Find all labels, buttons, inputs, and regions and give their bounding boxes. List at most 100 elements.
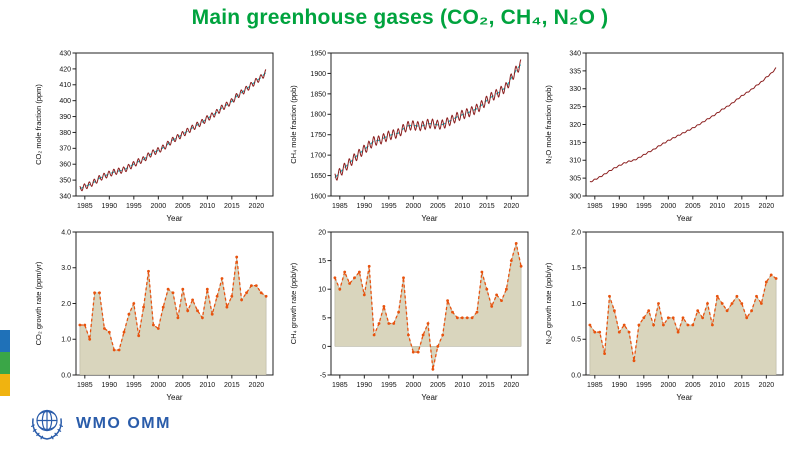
svg-text:0: 0 xyxy=(322,344,326,351)
svg-text:2015: 2015 xyxy=(479,203,495,210)
accent-segment-yellow xyxy=(0,374,10,396)
svg-text:430: 430 xyxy=(59,50,71,57)
svg-text:1990: 1990 xyxy=(612,382,628,389)
svg-text:1995: 1995 xyxy=(126,203,142,210)
svg-text:CO₂ growth rate (ppm/yr): CO₂ growth rate (ppm/yr) xyxy=(34,261,43,345)
svg-text:1900: 1900 xyxy=(310,71,326,78)
svg-text:CO₂ mole fraction (ppm): CO₂ mole fraction (ppm) xyxy=(34,84,43,165)
svg-text:1990: 1990 xyxy=(612,203,628,210)
svg-text:1650: 1650 xyxy=(310,173,326,180)
svg-text:400: 400 xyxy=(59,98,71,105)
svg-text:-5: -5 xyxy=(320,372,326,379)
svg-text:350: 350 xyxy=(59,178,71,185)
svg-text:1800: 1800 xyxy=(310,112,326,119)
svg-text:1850: 1850 xyxy=(310,91,326,98)
svg-text:2005: 2005 xyxy=(430,382,446,389)
svg-text:2005: 2005 xyxy=(175,203,191,210)
footer: WMO OMM xyxy=(26,403,171,445)
svg-text:1.0: 1.0 xyxy=(61,337,71,344)
svg-text:420: 420 xyxy=(59,66,71,73)
svg-text:1985: 1985 xyxy=(587,382,603,389)
svg-text:380: 380 xyxy=(59,130,71,137)
page-title: Main greenhouse gases (CO₂, CH₄, N₂O ) xyxy=(191,6,609,29)
svg-text:2000: 2000 xyxy=(406,203,422,210)
svg-text:2000: 2000 xyxy=(406,382,422,389)
svg-text:1995: 1995 xyxy=(381,382,397,389)
svg-text:1995: 1995 xyxy=(636,203,652,210)
svg-text:0.0: 0.0 xyxy=(571,372,581,379)
svg-text:2020: 2020 xyxy=(249,382,265,389)
svg-text:2010: 2010 xyxy=(455,382,471,389)
svg-text:2020: 2020 xyxy=(504,203,520,210)
svg-text:2015: 2015 xyxy=(224,382,240,389)
svg-text:2015: 2015 xyxy=(224,203,240,210)
svg-text:2005: 2005 xyxy=(685,203,701,210)
svg-text:360: 360 xyxy=(59,162,71,169)
svg-text:2000: 2000 xyxy=(661,382,677,389)
svg-text:1985: 1985 xyxy=(77,382,93,389)
svg-text:1995: 1995 xyxy=(126,382,142,389)
svg-text:2.0: 2.0 xyxy=(61,301,71,308)
svg-text:1600: 1600 xyxy=(310,193,326,200)
svg-text:1985: 1985 xyxy=(332,203,348,210)
svg-text:10: 10 xyxy=(318,287,326,294)
svg-text:0.5: 0.5 xyxy=(571,337,581,344)
svg-text:330: 330 xyxy=(569,86,581,93)
svg-text:1990: 1990 xyxy=(357,382,373,389)
svg-text:Year: Year xyxy=(421,214,438,223)
svg-text:4.0: 4.0 xyxy=(61,229,71,236)
svg-text:Year: Year xyxy=(166,214,183,223)
svg-text:300: 300 xyxy=(569,193,581,200)
svg-text:2010: 2010 xyxy=(200,203,216,210)
chart-ch4-growth-rate: 1985 1990 1995 2000 2005 2010 2015 2020 -5 0 5 10 15… xyxy=(285,225,538,403)
ch4-mole-fraction-plot: 1985 1990 1995 2000 2005 2010 2015 2020 1600 1650… xyxy=(289,50,529,223)
wmo-logo-text: WMO OMM xyxy=(76,415,171,432)
svg-text:3.0: 3.0 xyxy=(61,265,71,272)
svg-text:1990: 1990 xyxy=(102,203,118,210)
svg-text:310: 310 xyxy=(569,158,581,165)
accent-bar xyxy=(0,330,10,396)
svg-text:Year: Year xyxy=(676,214,693,223)
accent-segment-green xyxy=(0,352,10,374)
svg-text:1995: 1995 xyxy=(636,382,652,389)
svg-text:5: 5 xyxy=(322,315,326,322)
svg-text:340: 340 xyxy=(569,50,581,57)
svg-text:Year: Year xyxy=(166,393,183,402)
svg-text:1985: 1985 xyxy=(332,382,348,389)
ch4-growth-rate-plot: 1985 1990 1995 2000 2005 2010 2015 2020 -5 0 5 10 15… xyxy=(289,229,529,402)
chart-co2-mole-fraction: 1985 1990 1995 2000 2005 2010 2015 2020 340 350 36… xyxy=(30,46,283,224)
svg-text:2000: 2000 xyxy=(151,382,167,389)
svg-text:1.0: 1.0 xyxy=(571,301,581,308)
svg-text:2005: 2005 xyxy=(430,203,446,210)
accent-segment-blue xyxy=(0,330,10,352)
svg-text:2010: 2010 xyxy=(455,203,471,210)
svg-text:1990: 1990 xyxy=(102,382,118,389)
svg-text:1750: 1750 xyxy=(310,132,326,139)
n2o-growth-rate-plot: 1985 1990 1995 2000 2005 2010 2015 2020 0.0 0.5 1.… xyxy=(544,229,784,402)
svg-text:0.0: 0.0 xyxy=(61,372,71,379)
svg-text:2005: 2005 xyxy=(685,382,701,389)
svg-text:320: 320 xyxy=(569,122,581,129)
svg-text:CH₄ mole fraction (ppb): CH₄ mole fraction (ppb) xyxy=(289,85,298,164)
wmo-logo-icon xyxy=(31,409,63,440)
charts-grid: 1985 1990 1995 2000 2005 2010 2015 2020 340 350 36… xyxy=(30,46,793,403)
svg-text:15: 15 xyxy=(318,258,326,265)
svg-text:2010: 2010 xyxy=(710,382,726,389)
svg-text:20: 20 xyxy=(318,229,326,236)
svg-text:2015: 2015 xyxy=(479,382,495,389)
chart-n2o-growth-rate: 1985 1990 1995 2000 2005 2010 2015 2020 0.0 0.5 1.… xyxy=(540,225,793,403)
co2-growth-rate-plot: 1985 1990 1995 2000 2005 2010 2015 2020 0.0 1.0 2.… xyxy=(34,229,274,402)
svg-text:2020: 2020 xyxy=(759,203,775,210)
co2-mole-fraction-plot: 1985 1990 1995 2000 2005 2010 2015 2020 340 350 36… xyxy=(34,50,274,223)
svg-text:2015: 2015 xyxy=(734,203,750,210)
svg-text:CH₄ growth rate (ppb/yr): CH₄ growth rate (ppb/yr) xyxy=(289,262,298,344)
svg-text:2000: 2000 xyxy=(151,203,167,210)
svg-text:1990: 1990 xyxy=(357,203,373,210)
svg-text:1.5: 1.5 xyxy=(571,265,581,272)
svg-text:1950: 1950 xyxy=(310,50,326,57)
svg-text:1700: 1700 xyxy=(310,153,326,160)
svg-text:N₂O growth rate (ppb/yr): N₂O growth rate (ppb/yr) xyxy=(544,262,553,344)
chart-ch4-mole-fraction: 1985 1990 1995 2000 2005 2010 2015 2020 1600 1650… xyxy=(285,46,538,224)
svg-text:2005: 2005 xyxy=(175,382,191,389)
svg-text:1985: 1985 xyxy=(587,203,603,210)
